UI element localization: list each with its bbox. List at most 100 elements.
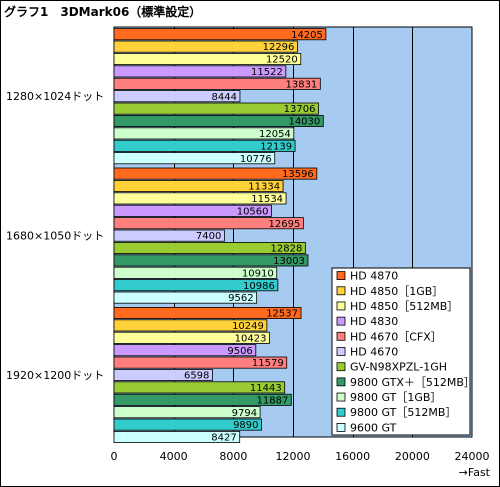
bar [113,406,261,419]
bar-value-label: 9562 [228,293,253,304]
bar [113,356,288,369]
legend-box [331,267,471,436]
bar [113,344,257,357]
bar [113,192,287,205]
legend-label: HD 4830 [350,315,398,328]
x-tick-label: 12000 [276,450,311,463]
bar-value-label: 12537 [266,309,298,320]
bar [113,139,296,152]
bar [113,102,319,115]
bar [113,229,225,242]
legend-label: 9800 GT［1GB］ [350,391,441,404]
bar-value-label: 13003 [273,256,305,267]
legend-label: HD 4670［CFX］ [350,330,442,343]
bar [113,53,302,66]
bar-value-label: 10986 [243,281,275,292]
bar [113,430,241,443]
x-axis-label: →Fast [459,466,491,479]
category-label: 1920×1200ドット [6,369,104,382]
bar-value-label: 10423 [235,333,267,344]
bar [113,368,213,381]
bar [113,179,284,192]
bar [113,77,321,90]
legend-swatch [336,271,346,280]
bar-value-label: 7400 [196,231,221,242]
legend-swatch [336,392,346,402]
bar [113,393,292,406]
legend-label: HD 4670 [350,346,398,359]
bar [113,40,298,53]
x-tick-label: 24000 [455,450,490,463]
bar-value-label: 12296 [263,42,295,53]
bar [113,65,287,78]
legend-swatch [336,423,346,432]
bar-value-label: 13596 [282,169,314,180]
bar [113,291,258,304]
bar-value-label: 9506 [227,346,252,357]
bar-value-label: 12828 [271,244,303,255]
x-tick-label: 4000 [160,450,188,463]
bar-value-label: 14030 [288,117,320,128]
bar-value-label: 11334 [248,182,280,193]
bar [113,127,295,140]
bar [113,279,279,292]
bar-value-label: 10560 [237,206,269,217]
bar [113,254,309,267]
category-label: 1280×1024ドット [6,90,104,103]
bar [113,217,304,230]
legend-label: GV-N98XPZL-1GH [350,361,447,374]
bar [113,152,276,165]
bar [113,167,318,180]
bar [113,381,286,394]
bar-value-label: 11887 [257,395,289,406]
bar-value-label: 13831 [285,79,317,90]
bar-value-label: 12520 [266,55,298,66]
bar [113,306,302,319]
bar [113,418,262,431]
chart-title: グラフ1 3DMark06（標準設定） [4,5,202,19]
x-tick-label: 20000 [395,450,430,463]
bar-value-label: 9794 [232,408,257,419]
legend-swatch [336,301,346,311]
legend-label: 9600 GT [350,421,397,434]
bar-value-label: 6598 [184,371,209,382]
legend-label: HD 4870 [350,270,398,283]
bar-value-label: 12054 [259,129,291,140]
bar-value-label: 8444 [212,92,237,103]
legend-swatch [336,362,346,372]
legend-swatch [336,286,346,296]
bar [113,319,268,332]
legend-swatch [336,407,346,417]
x-tick-label: 16000 [335,450,370,463]
bar-value-label: 10910 [242,268,274,279]
bar [113,204,272,217]
legend-swatch [336,331,346,341]
legend-swatch [336,377,346,387]
legend-label: HD 4850［1GB］ [350,285,443,298]
bar-value-label: 12139 [260,141,292,152]
legend-swatch [336,316,346,326]
x-tick-label: 0 [111,450,118,463]
bar-value-label: 11579 [252,358,284,369]
bar [113,331,270,344]
bar-value-label: 11443 [250,383,282,394]
legend-swatch [336,347,346,356]
bar [113,115,324,128]
bar-value-label: 9890 [233,420,258,431]
category-label: 1680×1050ドット [6,230,104,243]
bar [113,90,241,103]
bar-value-label: 12695 [269,219,301,230]
bar-value-label: 8427 [211,433,236,444]
legend-label: 9800 GTX＋［512MB］ [350,376,475,389]
bar-value-label: 11522 [251,67,283,78]
legend-label: HD 4850［512MB］ [350,300,458,313]
bar-value-label: 11534 [251,194,283,205]
x-tick-label: 8000 [219,450,247,463]
bar-value-label: 10249 [232,321,264,332]
bar [113,266,278,279]
bar-value-label: 10776 [240,154,272,165]
bar [113,28,327,41]
bar-value-label: 13706 [284,104,316,115]
bar-value-label: 14205 [291,30,323,41]
